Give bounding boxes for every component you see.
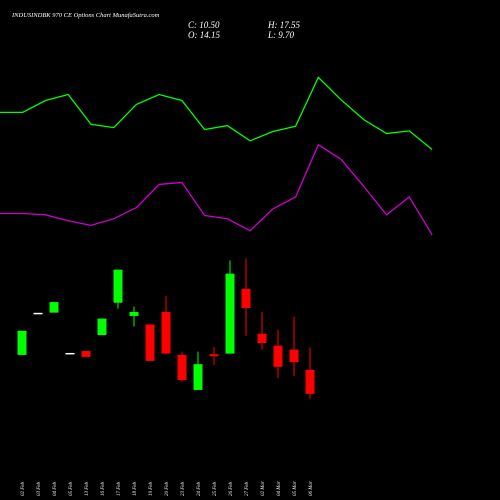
- x-tick-label: 04 Mar: [277, 481, 282, 496]
- candle-body: [161, 311, 171, 354]
- candle-body: [33, 312, 43, 315]
- chart-title: INDUSINDBK 970 CE Options Chart MunafaSu…: [11, 12, 160, 19]
- x-tick-label: 02 Mar: [261, 481, 266, 496]
- x-tick-label: 23 Feb: [181, 481, 186, 496]
- x-tick-label: 05 Mar: [293, 481, 298, 496]
- candle-body: [113, 269, 123, 303]
- high-label: H: 17.55: [267, 20, 300, 30]
- x-tick-label: 02 Feb: [21, 481, 26, 496]
- open-label: O: 14.15: [188, 30, 220, 40]
- candle-body: [305, 369, 315, 394]
- x-tick-label: 05 Feb: [69, 481, 74, 496]
- x-tick-label: 16 Feb: [101, 481, 106, 496]
- candle-body: [225, 273, 235, 354]
- candle-body: [145, 324, 155, 361]
- indicator-line: [0, 143, 433, 235]
- x-tick-label: 04 Feb: [53, 481, 58, 496]
- x-tick-label: 20 Feb: [165, 481, 170, 496]
- x-tick-label: 18 Feb: [133, 481, 138, 496]
- candle-body: [81, 350, 91, 357]
- candle-body: [241, 288, 251, 308]
- x-tick-label: 19 Feb: [149, 481, 154, 496]
- candle-body: [97, 318, 107, 336]
- candle-body: [193, 364, 203, 390]
- candle-body: [49, 302, 59, 313]
- candle-body: [209, 354, 219, 357]
- x-tick-label: 13 Feb: [85, 481, 90, 496]
- x-tick-label: 26 Feb: [229, 481, 234, 496]
- candle-body: [129, 311, 139, 316]
- candle-body: [273, 345, 283, 367]
- low-label: L: 9.70: [267, 30, 295, 40]
- indicator-line: [0, 76, 433, 150]
- candle-body: [289, 349, 299, 363]
- x-tick-label: 25 Feb: [213, 481, 218, 496]
- candle-body: [17, 330, 27, 355]
- x-tick-label: 24 Feb: [197, 481, 202, 496]
- candle-body: [65, 352, 75, 355]
- x-tick-label: 17 Feb: [117, 481, 122, 496]
- x-tick-label: 27 Feb: [245, 481, 250, 496]
- close-label: C: 10.50: [188, 20, 220, 30]
- candle-body: [177, 354, 187, 381]
- x-tick-label: 06 Mar: [309, 481, 314, 496]
- x-tick-label: 03 Feb: [37, 481, 42, 496]
- candle-body: [257, 333, 267, 344]
